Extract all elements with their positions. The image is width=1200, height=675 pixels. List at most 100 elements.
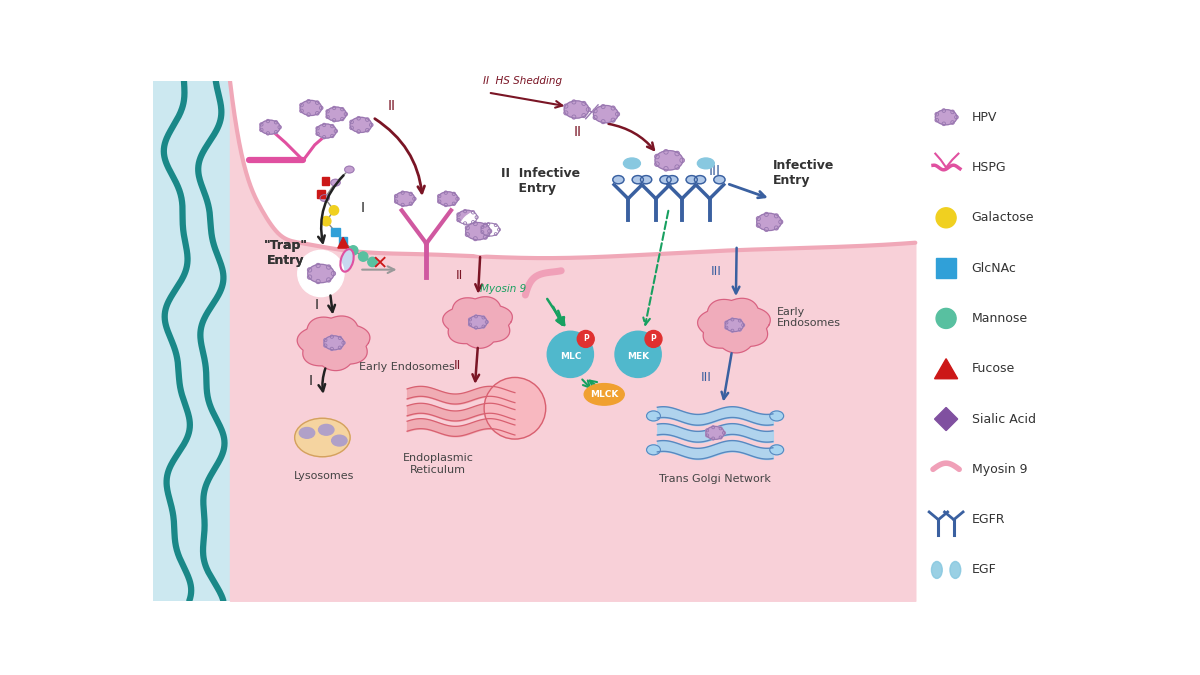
Circle shape [322, 217, 331, 226]
Text: ✕: ✕ [371, 254, 388, 273]
Circle shape [674, 151, 679, 156]
Circle shape [332, 119, 336, 122]
Circle shape [764, 227, 768, 232]
Ellipse shape [395, 192, 415, 206]
Circle shape [482, 316, 485, 319]
Circle shape [487, 234, 490, 237]
Circle shape [719, 427, 722, 430]
Circle shape [484, 377, 546, 439]
Circle shape [444, 203, 448, 207]
Circle shape [452, 192, 456, 196]
Text: "Trap"
Entry: "Trap" Entry [264, 239, 307, 267]
Circle shape [756, 217, 761, 221]
Circle shape [266, 119, 270, 123]
Circle shape [457, 213, 460, 216]
Text: "Trap"
Entry: "Trap" Entry [264, 239, 307, 267]
Polygon shape [298, 316, 370, 371]
Circle shape [329, 206, 338, 215]
Circle shape [593, 109, 598, 113]
Circle shape [330, 134, 334, 138]
Ellipse shape [613, 176, 624, 184]
Circle shape [664, 167, 668, 171]
Ellipse shape [481, 223, 499, 236]
Circle shape [307, 100, 311, 103]
Ellipse shape [686, 176, 697, 184]
Circle shape [356, 117, 360, 120]
Circle shape [498, 228, 500, 231]
Circle shape [725, 326, 728, 329]
Ellipse shape [344, 166, 354, 173]
Circle shape [756, 223, 761, 227]
Circle shape [601, 105, 605, 109]
Text: P: P [583, 334, 589, 344]
Circle shape [774, 214, 779, 218]
Text: Infective
Entry: Infective Entry [773, 159, 834, 188]
Circle shape [712, 426, 715, 429]
Circle shape [356, 130, 360, 133]
Circle shape [341, 107, 343, 111]
Text: MLC: MLC [559, 352, 581, 361]
Circle shape [616, 112, 619, 116]
Text: Galactose: Galactose [972, 211, 1034, 224]
Circle shape [725, 321, 728, 324]
Text: Endoplasmic
Reticulum: Endoplasmic Reticulum [402, 453, 473, 475]
Circle shape [731, 329, 734, 332]
Circle shape [331, 271, 335, 275]
Ellipse shape [667, 176, 678, 184]
Circle shape [326, 115, 329, 118]
Ellipse shape [950, 562, 961, 578]
Circle shape [738, 328, 742, 331]
Circle shape [348, 246, 358, 255]
Text: Trans Golgi Network: Trans Golgi Network [659, 474, 772, 484]
Circle shape [316, 111, 319, 115]
Circle shape [473, 237, 478, 240]
Text: II: II [455, 269, 462, 282]
Circle shape [316, 279, 320, 284]
Circle shape [341, 117, 343, 121]
Circle shape [706, 434, 709, 437]
Circle shape [366, 118, 370, 121]
Circle shape [475, 216, 479, 219]
Circle shape [655, 162, 659, 166]
Text: Lysosomes: Lysosomes [294, 471, 354, 481]
Text: II: II [454, 359, 461, 373]
Circle shape [458, 211, 502, 254]
Ellipse shape [594, 105, 618, 123]
Circle shape [260, 123, 263, 126]
Circle shape [572, 115, 576, 119]
Circle shape [260, 128, 263, 132]
Circle shape [409, 202, 413, 205]
Circle shape [472, 221, 475, 223]
Text: II: II [574, 125, 582, 139]
Circle shape [457, 219, 460, 221]
Circle shape [474, 315, 478, 318]
Circle shape [611, 106, 616, 110]
Bar [322, 178, 329, 185]
Circle shape [401, 191, 404, 194]
Circle shape [307, 275, 312, 279]
Circle shape [485, 321, 488, 323]
Circle shape [338, 336, 342, 340]
Circle shape [955, 115, 958, 119]
Circle shape [564, 104, 568, 108]
Circle shape [316, 127, 319, 130]
Circle shape [564, 111, 568, 115]
Circle shape [300, 109, 304, 113]
Circle shape [350, 120, 353, 124]
Circle shape [342, 341, 346, 344]
Text: III: III [710, 265, 721, 279]
Text: P: P [650, 334, 656, 344]
Ellipse shape [295, 418, 350, 457]
Circle shape [738, 319, 742, 322]
Circle shape [942, 122, 946, 126]
Circle shape [370, 123, 373, 127]
Circle shape [456, 197, 460, 200]
Text: I: I [314, 298, 318, 312]
Circle shape [316, 101, 319, 105]
Circle shape [582, 101, 586, 105]
Text: III: III [709, 164, 721, 178]
Circle shape [409, 192, 413, 196]
Bar [331, 227, 340, 236]
Circle shape [472, 211, 475, 214]
Text: II  Infective
    Entry: II Infective Entry [502, 167, 580, 195]
